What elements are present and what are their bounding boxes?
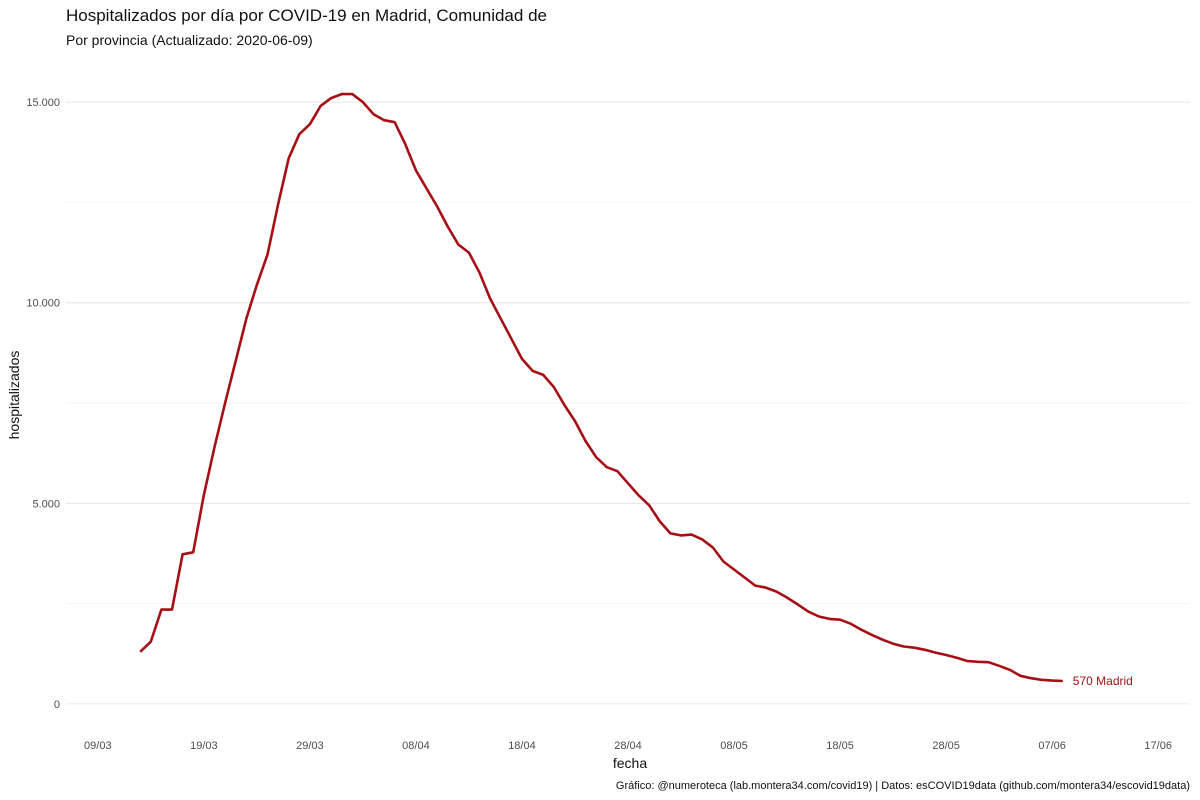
x-tick-label: 28/04	[614, 740, 642, 752]
series-end-label: 570 Madrid	[1073, 674, 1133, 688]
x-tick-label: 18/04	[508, 740, 536, 752]
series-layer	[139, 92, 1063, 683]
chart-subtitle: Por provincia (Actualizado: 2020-06-09)	[66, 32, 313, 48]
x-tick-label: 08/05	[720, 740, 748, 752]
y-axis-ticks: 0 5.000 10.000 15.000	[26, 97, 60, 711]
y-axis-title: hospitalizados	[6, 351, 22, 440]
x-axis-ticks: 09/03 19/03 29/03 08/04 18/04 28/04 08/05 18/05…	[84, 740, 1172, 752]
grid	[66, 101, 1190, 705]
x-tick-label: 08/04	[402, 740, 430, 752]
x-tick-label: 07/06	[1038, 740, 1066, 752]
chart-caption: Gráfico: @numeroteca (lab.montera34.com/…	[616, 780, 1190, 792]
series-line-madrid	[139, 92, 1063, 683]
x-tick-label: 28/05	[932, 740, 960, 752]
y-tick-label: 0	[54, 699, 60, 711]
x-axis-title: fecha	[613, 755, 647, 771]
x-tick-label: 29/03	[296, 740, 324, 752]
x-tick-label: 09/03	[84, 740, 112, 752]
y-tick-label: 10.000	[26, 298, 60, 310]
y-tick-label: 5.000	[32, 498, 60, 510]
x-tick-label: 17/06	[1144, 740, 1172, 752]
chart-title: Hospitalizados por día por COVID-19 en M…	[66, 6, 547, 25]
x-tick-label: 19/03	[190, 740, 218, 752]
y-tick-label: 15.000	[26, 97, 60, 109]
x-tick-label: 18/05	[826, 740, 854, 752]
